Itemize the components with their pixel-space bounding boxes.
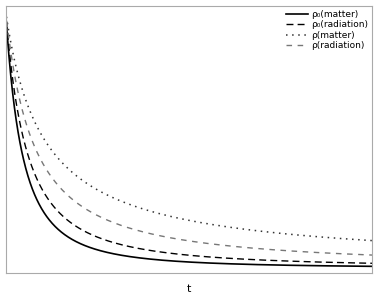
ρ₀(radiation) bbox=[152, 249, 156, 253]
Line: ρ₀(matter): ρ₀(matter) bbox=[6, 11, 372, 266]
ρ₀(radiation) bbox=[255, 258, 260, 262]
X-axis label: t: t bbox=[187, 284, 191, 294]
ρ(radiation) bbox=[41, 162, 45, 166]
ρ₀(matter) bbox=[3, 9, 8, 13]
Line: ρ(matter): ρ(matter) bbox=[6, 11, 372, 240]
ρ₀(radiation) bbox=[165, 251, 169, 254]
ρ₀(matter) bbox=[370, 265, 375, 268]
ρ(radiation) bbox=[370, 253, 375, 257]
ρ₀(radiation) bbox=[3, 9, 8, 13]
ρ(radiation) bbox=[255, 247, 260, 250]
ρ(matter) bbox=[296, 233, 301, 237]
ρ(matter) bbox=[41, 136, 45, 139]
ρ(radiation) bbox=[165, 235, 169, 239]
Legend: ρ₀(matter), ρ₀(radiation), ρ(matter), ρ(radiation): ρ₀(matter), ρ₀(radiation), ρ(matter), ρ(… bbox=[283, 7, 371, 53]
ρ(matter) bbox=[3, 9, 8, 13]
ρ(matter) bbox=[370, 239, 375, 242]
ρ(radiation) bbox=[152, 233, 156, 236]
ρ₀(radiation) bbox=[41, 189, 45, 193]
ρ(matter) bbox=[152, 210, 156, 214]
ρ₀(matter) bbox=[41, 209, 45, 213]
ρ(radiation) bbox=[290, 249, 294, 253]
Line: ρ(radiation): ρ(radiation) bbox=[6, 11, 372, 255]
Line: ρ₀(radiation): ρ₀(radiation) bbox=[6, 11, 372, 263]
ρ₀(matter) bbox=[255, 263, 260, 266]
ρ₀(radiation) bbox=[370, 262, 375, 265]
ρ(matter) bbox=[165, 214, 169, 217]
ρ₀(radiation) bbox=[296, 260, 301, 263]
ρ(matter) bbox=[255, 229, 260, 233]
ρ₀(matter) bbox=[152, 258, 156, 261]
ρ(matter) bbox=[290, 233, 294, 236]
ρ₀(matter) bbox=[290, 263, 294, 267]
ρ₀(radiation) bbox=[290, 259, 294, 263]
ρ₀(matter) bbox=[165, 259, 169, 262]
ρ(radiation) bbox=[3, 9, 8, 13]
ρ(radiation) bbox=[296, 250, 301, 253]
ρ₀(matter) bbox=[296, 264, 301, 267]
